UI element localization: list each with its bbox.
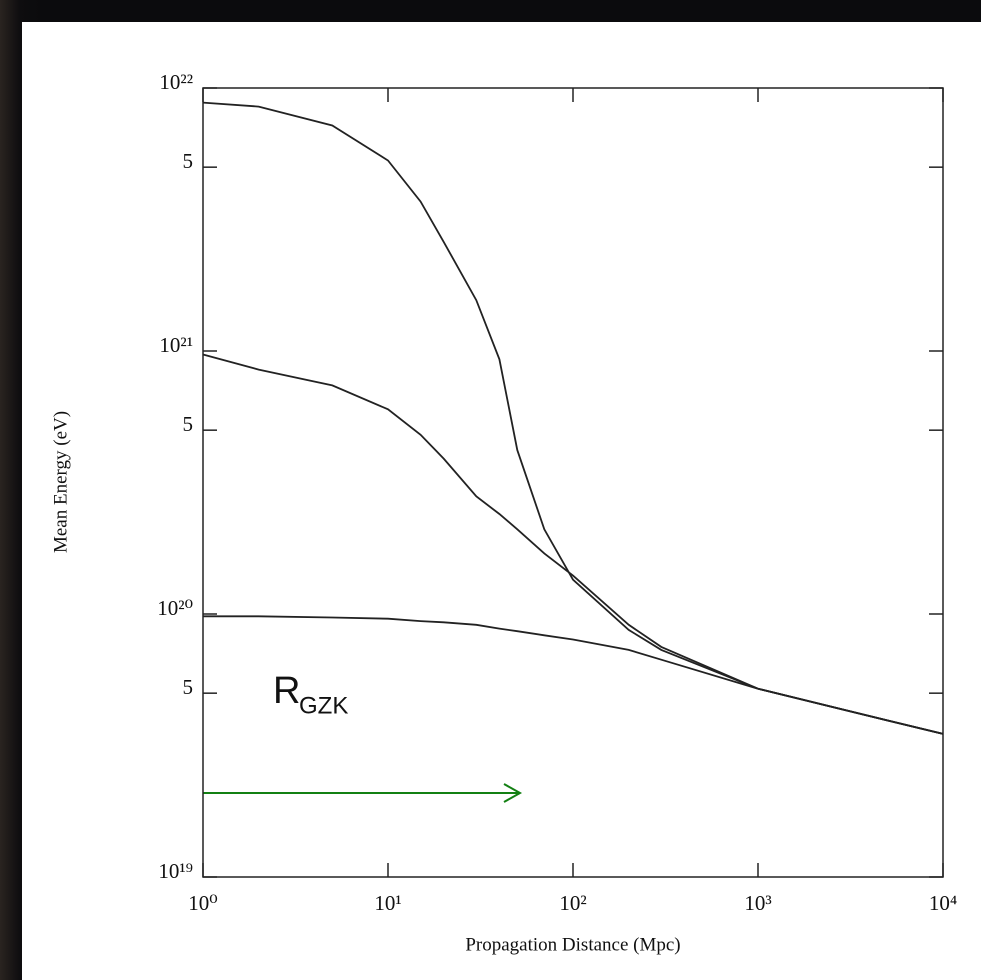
- x-axis-title: Propagation Distance (Mpc): [465, 934, 680, 955]
- x-tick-label: 10⁴: [929, 891, 957, 915]
- line-series: [203, 615, 944, 735]
- x-tick-label: 10⁰: [188, 891, 217, 915]
- x-tick-label: 10³: [744, 891, 771, 915]
- y-tick-label: 5: [183, 675, 194, 699]
- annotation-arrowhead: [503, 783, 523, 803]
- y-tick-label: 5: [183, 149, 194, 173]
- annotation-subscript: GZK: [299, 692, 348, 719]
- annotation-text: R: [273, 670, 300, 712]
- panel: [22, 22, 981, 980]
- y-tick-label: 10²⁰: [157, 596, 193, 620]
- y-tick-label: 10²²: [159, 70, 193, 94]
- line-series: [202, 353, 944, 735]
- x-tick-label: 10¹: [374, 891, 401, 915]
- x-tick-label: 10²: [559, 891, 586, 915]
- y-axis-title: Mean Energy (eV): [50, 411, 71, 553]
- y-tick-label: 5: [183, 412, 194, 436]
- y-tick-label: 10²¹: [159, 333, 193, 357]
- line-series: [202, 101, 944, 735]
- y-tick-label: 10¹⁹: [158, 859, 193, 883]
